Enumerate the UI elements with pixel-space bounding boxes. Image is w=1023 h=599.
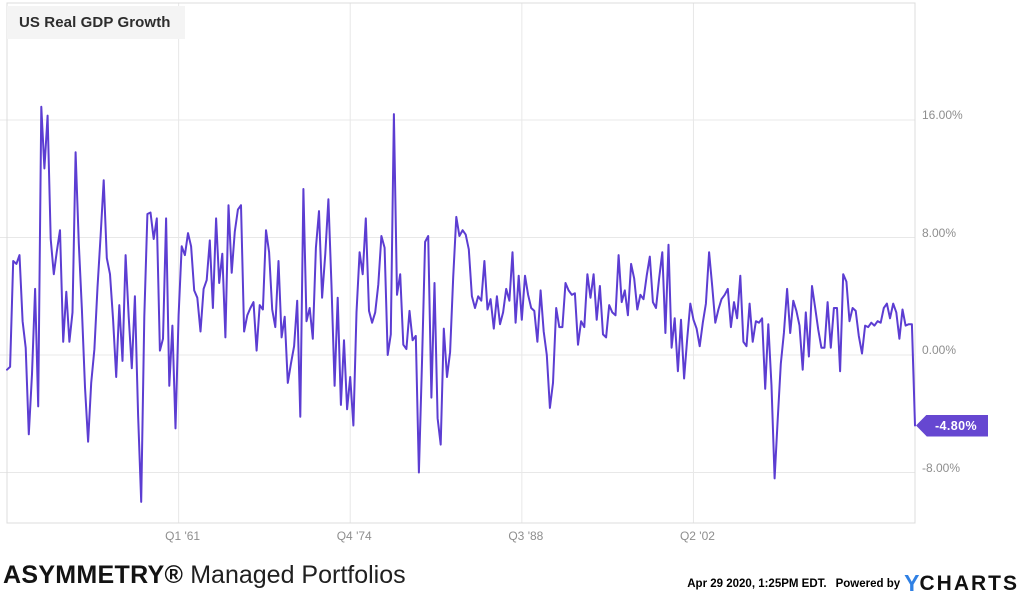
y-axis-tick-neg8: -8.00% [922,460,961,475]
last-value-badge: -4.80% [916,414,988,437]
y-axis-tick-0: 0.00% [922,343,957,357]
gdp-line-chart [0,2,916,524]
x-axis-tick-q1-61: Q1 '61 [165,529,201,543]
powered-by-text: Powered by [835,577,901,590]
last-value-label: -4.80% [934,418,977,433]
brand-tagline: Managed Portfolios [190,561,406,589]
x-axis-tick-q3-88: Q3 '88 [508,529,544,543]
brand-wordmark: ASYMMETRY® Managed Portfolios [3,561,406,590]
y-axis-tick-16: 16.00% [922,108,963,122]
series-legend-label: US Real GDP Growth [19,14,171,31]
brand-name: ASYMMETRY® [3,561,184,589]
x-axis-tick-q4-74: Q4 '74 [336,529,372,543]
x-axis-tick-q2-02: Q2 '02 [679,529,715,543]
ycharts-logo-text: CHARTS [919,571,1019,595]
chart-attribution: Apr 29 2020, 1:25PM EDT. Powered by Y CHA… [687,570,1019,597]
y-axis-tick-8: 8.00% [922,225,957,240]
ycharts-logo-y-icon: Y [904,570,920,596]
timestamp-text: Apr 29 2020, 1:25PM EDT. [687,577,827,590]
series-legend-chip: US Real GDP Growth [7,6,185,39]
ycharts-logo: Y CHARTS [904,570,1019,597]
